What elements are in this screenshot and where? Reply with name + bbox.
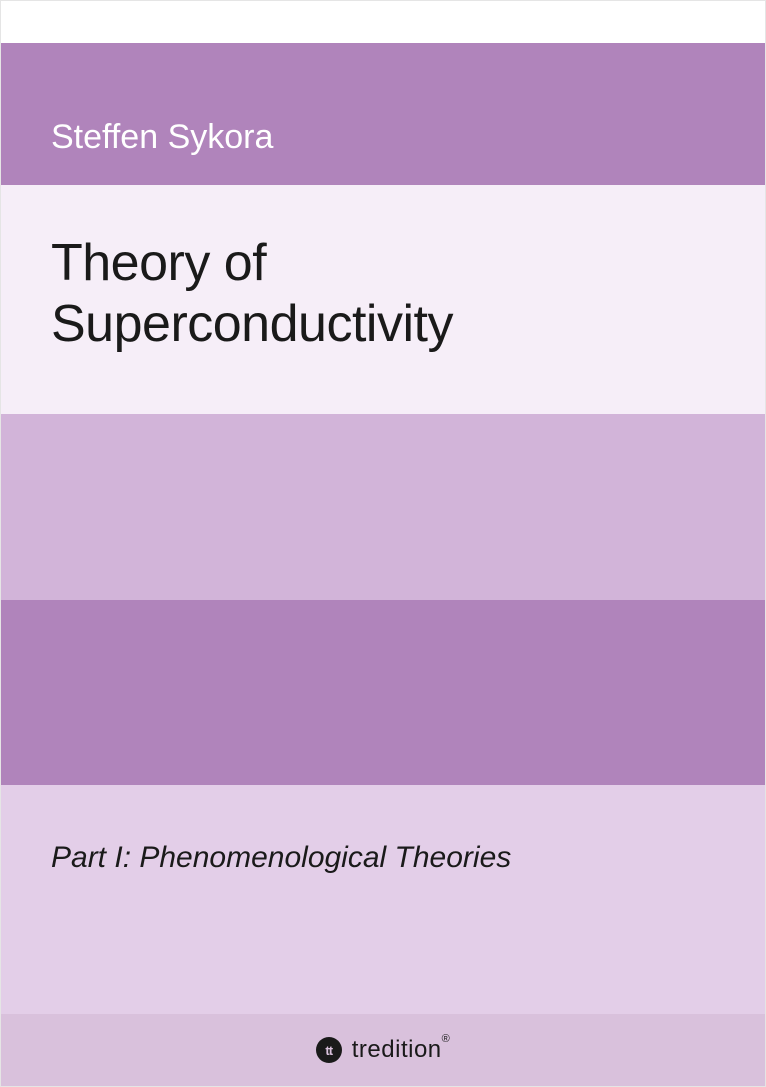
registered-mark-icon: ® <box>442 1033 451 1045</box>
publisher-logo-mark: tt <box>325 1043 332 1058</box>
book-subtitle: Part I: Phenomenological Theories <box>51 841 715 875</box>
mid-band-1 <box>1 414 765 600</box>
mid-band-2 <box>1 600 765 785</box>
subtitle-band: Part I: Phenomenological Theories <box>1 785 765 1015</box>
title-band: Theory ofSuperconductivity <box>1 185 765 415</box>
publisher-name: tredition® <box>352 1036 451 1064</box>
top-spacer-band <box>1 1 765 43</box>
publisher-name-text: tredition <box>352 1036 442 1063</box>
publisher-logo-icon: tt <box>316 1037 342 1063</box>
publisher-band: tt tredition® <box>1 1014 765 1086</box>
book-cover: Steffen Sykora Theory ofSuperconductivit… <box>0 0 766 1087</box>
author-name: Steffen Sykora <box>51 118 273 157</box>
author-band: Steffen Sykora <box>1 43 765 185</box>
book-title: Theory ofSuperconductivity <box>51 233 715 356</box>
